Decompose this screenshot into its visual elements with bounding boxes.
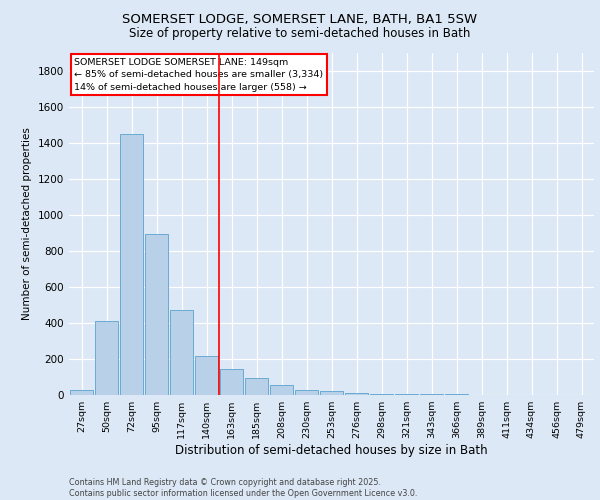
- X-axis label: Distribution of semi-detached houses by size in Bath: Distribution of semi-detached houses by …: [175, 444, 488, 457]
- Bar: [395, 394, 418, 395]
- Bar: [70, 390, 93, 395]
- Bar: [320, 392, 343, 395]
- Bar: [270, 385, 293, 395]
- Text: Contains HM Land Registry data © Crown copyright and database right 2025.
Contai: Contains HM Land Registry data © Crown c…: [69, 478, 418, 498]
- Text: SOMERSET LODGE, SOMERSET LANE, BATH, BA1 5SW: SOMERSET LODGE, SOMERSET LANE, BATH, BA1…: [122, 12, 478, 26]
- Bar: [145, 234, 168, 395]
- Bar: [170, 310, 193, 395]
- Bar: [420, 394, 443, 395]
- Bar: [95, 321, 118, 395]
- Y-axis label: Number of semi-detached properties: Number of semi-detached properties: [22, 128, 32, 320]
- Bar: [195, 356, 218, 395]
- Text: SOMERSET LODGE SOMERSET LANE: 149sqm
← 85% of semi-detached houses are smaller (: SOMERSET LODGE SOMERSET LANE: 149sqm ← 8…: [74, 58, 323, 92]
- Bar: [245, 378, 268, 395]
- Bar: [370, 394, 393, 395]
- Bar: [345, 393, 368, 395]
- Bar: [220, 369, 243, 395]
- Text: Size of property relative to semi-detached houses in Bath: Size of property relative to semi-detach…: [130, 28, 470, 40]
- Bar: [295, 390, 318, 395]
- Bar: [445, 394, 468, 395]
- Bar: [120, 134, 143, 395]
